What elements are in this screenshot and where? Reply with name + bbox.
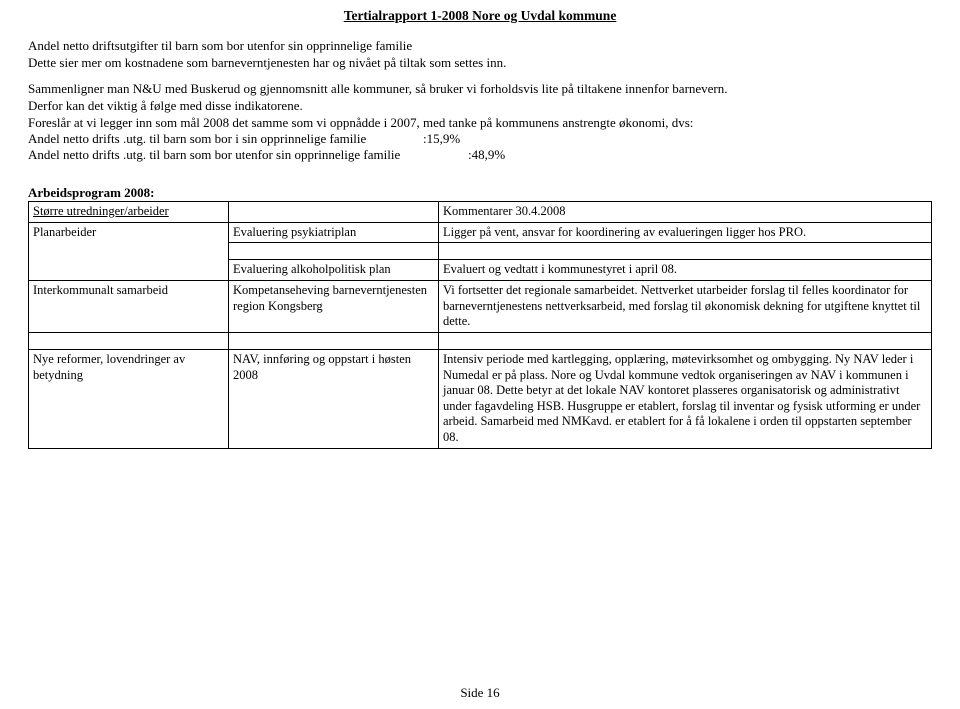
stat-1-label: Andel netto drifts .utg. til barn som bo… — [28, 131, 423, 147]
page-header: Tertialrapport 1-2008 Nore og Uvdal komm… — [28, 8, 932, 24]
cell-interkommunalt: Interkommunalt samarbeid — [29, 281, 229, 333]
paragraph-2: Sammenligner man N&U med Buskerud og gje… — [28, 81, 932, 131]
table-header-row: Større utredninger/arbeider Kommentarer … — [29, 202, 932, 223]
cell-eval-psyk: Evaluering psykiatriplan — [229, 222, 439, 243]
table-head-2 — [229, 202, 439, 223]
stat-2-value: :48,9% — [468, 147, 505, 163]
table-row: Planarbeider Evaluering psykiatriplan Li… — [29, 222, 932, 243]
section-title: Arbeidsprogram 2008: — [28, 185, 932, 201]
work-program-table: Større utredninger/arbeider Kommentarer … — [28, 201, 932, 449]
cell-comment-4: Intensiv periode med kartlegging, opplær… — [439, 349, 932, 448]
cell-empty — [439, 243, 932, 260]
table-head-3: Kommentarer 30.4.2008 — [439, 202, 932, 223]
cell-comment-1: Ligger på vent, ansvar for koordinering … — [439, 222, 932, 243]
paragraph-1: Andel netto driftsutgifter til barn som … — [28, 38, 932, 71]
cell-comment-2: Evaluert og vedtatt i kommunestyret i ap… — [439, 260, 932, 281]
cell-reformer: Nye reformer, lovendringer av betydning — [29, 349, 229, 448]
page-footer: Side 16 — [0, 685, 960, 701]
cell-kompetanse: Kompetanseheving barneverntjenesten regi… — [229, 281, 439, 333]
cell-empty — [229, 243, 439, 260]
cell-empty — [29, 332, 229, 349]
cell-planarbeider: Planarbeider — [29, 222, 229, 280]
cell-nav: NAV, innføring og oppstart i høsten 2008 — [229, 349, 439, 448]
table-head-1: Større utredninger/arbeider — [33, 204, 169, 218]
cell-empty — [439, 332, 932, 349]
stat-2-label: Andel netto drifts .utg. til barn som bo… — [28, 147, 468, 163]
table-row: Nye reformer, lovendringer av betydning … — [29, 349, 932, 448]
cell-comment-3: Vi fortsetter det regionale samarbeidet.… — [439, 281, 932, 333]
stat-1-value: :15,9% — [423, 131, 460, 147]
table-row: Interkommunalt samarbeid Kompetansehevin… — [29, 281, 932, 333]
cell-eval-alk: Evaluering alkoholpolitisk plan — [229, 260, 439, 281]
table-spacer-row — [29, 332, 932, 349]
cell-empty — [229, 332, 439, 349]
